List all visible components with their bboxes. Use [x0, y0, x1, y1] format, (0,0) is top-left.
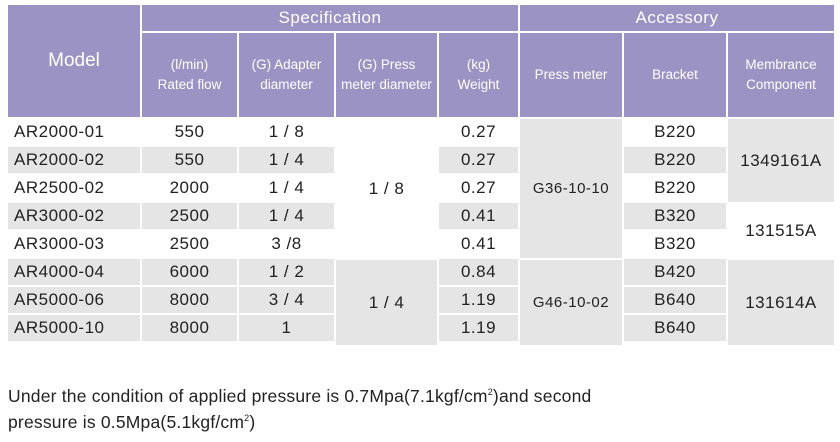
press-meter-group-a: G36-10-10	[520, 119, 622, 258]
table-cell-weight: 0.84	[439, 259, 518, 285]
table-cell-adapter: 1 / 4	[239, 203, 334, 229]
table-cell-flow: 2000	[142, 175, 237, 201]
press-diameter-group-b: 1 / 4	[336, 260, 437, 345]
header-weight: (kg) Weight	[439, 33, 518, 117]
table-cell-model: AR2500-02	[8, 175, 140, 201]
header-bracket: Bracket	[624, 33, 726, 117]
table-cell-weight: 0.27	[439, 147, 518, 173]
table-cell-model: AR4000-04	[8, 259, 140, 285]
table-cell-weight: 0.27	[439, 175, 518, 201]
note-line1-b: )and second	[492, 385, 592, 406]
table-cell-bracket: B320	[624, 203, 726, 229]
table-cell-bracket: B320	[624, 231, 726, 257]
spec-table: Model Specification Accessory (l/min) Ra…	[8, 5, 834, 345]
table-cell-flow: 550	[142, 147, 237, 173]
membrance-group-c: 131614A	[728, 260, 834, 345]
table-cell-flow: 6000	[142, 259, 237, 285]
note-line2-b: )	[249, 411, 256, 432]
table-cell-bracket: B220	[624, 147, 726, 173]
press-diameter-group-a: 1 / 8	[336, 119, 437, 258]
membrance-group-a: 1349161A	[728, 119, 834, 202]
table-cell-flow: 8000	[142, 315, 237, 341]
table-cell-model: AR5000-10	[8, 315, 140, 341]
header-press-dia-line2: meter diameter	[341, 77, 432, 92]
table-cell-weight: 0.41	[439, 203, 518, 229]
table-cell-adapter: 1 / 2	[239, 259, 334, 285]
table-cell-adapter: 1	[239, 315, 334, 341]
header-press-meter: Press meter	[520, 33, 622, 117]
table-cell-weight: 0.41	[439, 231, 518, 257]
header-weight-label: Weight	[457, 77, 500, 92]
header-press-dia-line1: (G) Press	[357, 57, 416, 73]
table-cell-flow: 2500	[142, 231, 237, 257]
header-adapter-diameter: (G) Adapter diameter	[239, 33, 334, 117]
table-cell-weight: 0.27	[439, 119, 518, 145]
note-sup2: 2	[244, 412, 250, 423]
table-cell-flow: 550	[142, 119, 237, 145]
header-press-meter-diameter: (G) Press meter diameter	[336, 33, 437, 117]
table-cell-adapter: 1 / 4	[239, 175, 334, 201]
table-cell-weight: 1.19	[439, 287, 518, 313]
table-cell-model: AR2000-01	[8, 119, 140, 145]
header-membrance-line2: Component	[746, 77, 816, 92]
header-adapter-line2: diameter	[260, 77, 313, 92]
header-model: Model	[8, 5, 140, 117]
note-line2-a: pressure is 0.5Mpa(5.1kgf/cm	[8, 411, 245, 432]
table-cell-flow: 8000	[142, 287, 237, 313]
table-cell-model: AR3000-02	[8, 203, 140, 229]
table-cell-weight: 1.19	[439, 315, 518, 341]
pressure-note: Under the condition of applied pressure …	[8, 381, 834, 433]
header-membrance-line1: Membrance	[745, 57, 817, 73]
table-cell-model: AR2000-02	[8, 147, 140, 173]
table-cell-model: AR5000-06	[8, 287, 140, 313]
header-specification: Specification	[142, 5, 518, 31]
note-sup1: 2	[487, 387, 493, 397]
table-cell-bracket: B640	[624, 315, 726, 341]
header-rated-flow-unit: (l/min)	[170, 57, 209, 73]
table-cell-model: AR3000-03	[8, 231, 140, 257]
membrance-group-b: 131515A	[728, 204, 834, 258]
table-cell-adapter: 1 / 8	[239, 119, 334, 145]
table-cell-bracket: B220	[624, 119, 726, 145]
table-cell-bracket: B420	[624, 259, 726, 285]
header-rated-flow-label: Rated flow	[157, 77, 222, 92]
table-cell-adapter: 3 / 4	[239, 287, 334, 313]
press-meter-group-b: G46-10-02	[520, 260, 622, 345]
header-rated-flow: (l/min) Rated flow	[142, 33, 237, 117]
note-line1-a: Under the condition of applied pressure …	[8, 385, 488, 406]
table-cell-bracket: B640	[624, 287, 726, 313]
header-adapter-line1: (G) Adapter	[251, 57, 322, 73]
table-cell-flow: 2500	[142, 203, 237, 229]
table-cell-bracket: B220	[624, 175, 726, 201]
table-cell-adapter: 1 / 4	[239, 147, 334, 173]
header-membrance-component: Membrance Component	[728, 33, 834, 117]
table-cell-adapter: 3 /8	[239, 231, 334, 257]
header-weight-unit: (kg)	[466, 57, 491, 73]
header-accessory: Accessory	[520, 5, 834, 31]
